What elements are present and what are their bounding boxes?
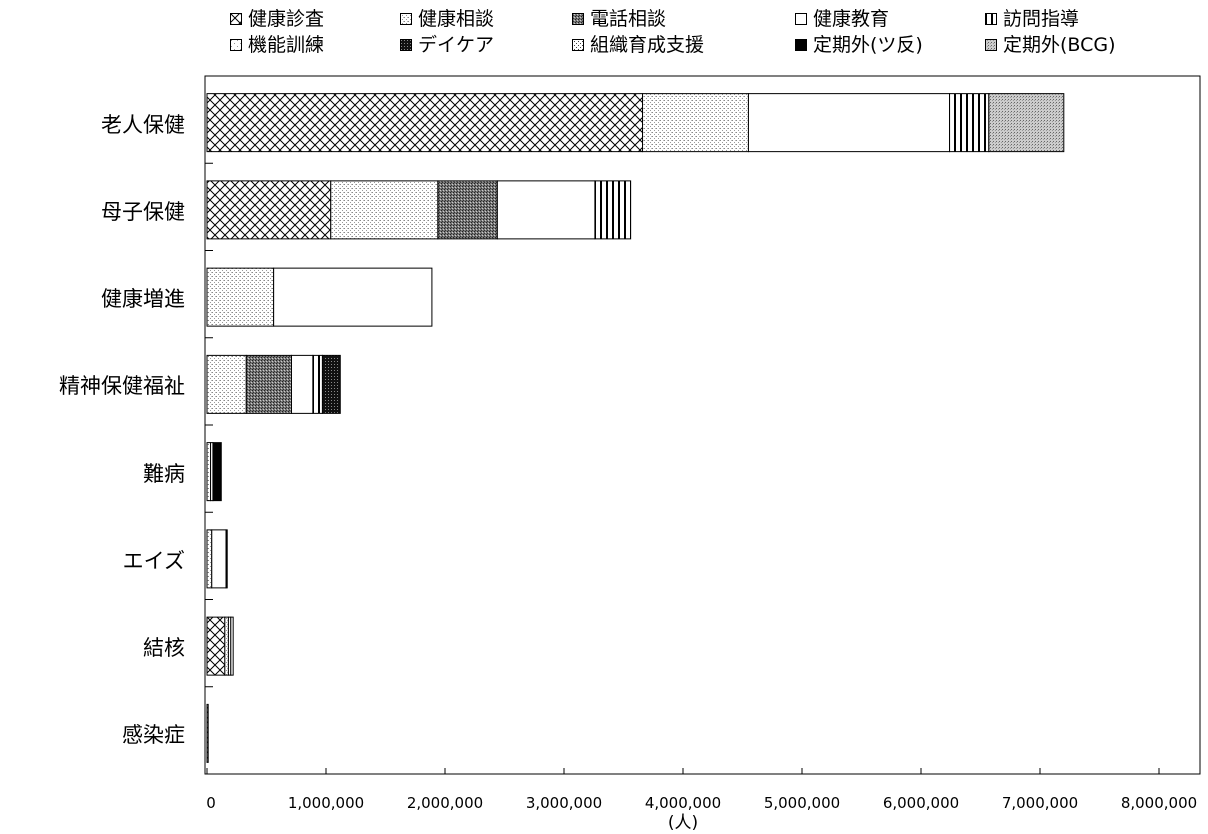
legend-item: 定期外(ツ反) <box>795 32 923 58</box>
legend-item: デイケア <box>400 32 494 58</box>
bar-segment <box>225 529 228 589</box>
x-tick-label: 8,000,000 <box>1120 794 1198 812</box>
legend-label: 健康教育 <box>813 8 890 30</box>
bar-segment <box>206 442 212 502</box>
bar-segment <box>496 180 596 240</box>
bar-segment <box>290 354 314 414</box>
category-label: 健康増進 <box>101 287 185 312</box>
x-tick-label: 5,000,000 <box>763 794 841 812</box>
legend-swatch <box>230 13 242 25</box>
bar-segment <box>224 616 229 676</box>
legend-swatch <box>572 39 584 51</box>
bar-segment <box>206 180 332 240</box>
bar-segment <box>321 354 341 414</box>
legend-swatch <box>400 39 412 51</box>
legend-label: 健康診査 <box>248 8 325 30</box>
x-axis-unit-label: (人) <box>667 813 699 833</box>
bar-segment <box>988 93 1065 153</box>
bar-segment <box>245 354 292 414</box>
x-tick-label: 3,000,000 <box>525 794 603 812</box>
bar-segment <box>437 180 498 240</box>
legend-label: 健康相談 <box>418 8 495 30</box>
legend-item: 定期外(BCG) <box>985 32 1116 58</box>
bar-segment <box>312 354 323 414</box>
legend-label: 組織育成支援 <box>590 34 705 56</box>
bar-segment <box>230 616 234 676</box>
x-tick-label: 2,000,000 <box>406 794 484 812</box>
category-label: 結核 <box>143 636 185 661</box>
category-label: エイズ <box>122 548 185 573</box>
legend-label: 機能訓練 <box>248 34 325 56</box>
legend-item: 訪問指導 <box>985 6 1079 32</box>
bar-segment <box>206 93 644 153</box>
legend-item: 電話相談 <box>572 6 666 32</box>
legend-item: 機能訓練 <box>230 32 324 58</box>
bar-segment <box>206 529 213 589</box>
bar-segment <box>206 703 209 763</box>
legend-item: 健康教育 <box>795 6 889 32</box>
legend-label: 定期外(ツ反) <box>813 34 923 56</box>
bar-segment <box>206 354 247 414</box>
legend: 健康診査 健康相談 電話相談 健康教育 訪問指導機能訓練 デイケア 組織育成支援 定期外(ツ反… <box>230 6 1205 62</box>
category-label: 精神保健福祉 <box>59 374 185 399</box>
bar-segment <box>747 93 951 153</box>
legend-swatch <box>795 39 807 51</box>
legend-label: 電話相談 <box>590 8 667 30</box>
legend-swatch <box>230 39 242 51</box>
legend-swatch <box>400 13 412 25</box>
bar-segment <box>212 442 222 502</box>
category-label: 難病 <box>143 461 185 486</box>
legend-swatch <box>795 13 807 25</box>
legend-swatch <box>572 13 584 25</box>
x-tick-label: 4,000,000 <box>644 794 722 812</box>
bar-segment <box>211 529 227 589</box>
legend-label: 定期外(BCG) <box>1003 34 1116 56</box>
bar-segment <box>642 93 749 153</box>
x-tick-label: 0 <box>206 794 216 812</box>
bar-segment <box>594 180 632 240</box>
bar-segment <box>273 267 433 327</box>
bar-segment <box>949 93 990 153</box>
x-tick-label: 7,000,000 <box>1001 794 1079 812</box>
category-label: 老人保健 <box>101 112 185 137</box>
x-tick-label: 1,000,000 <box>287 794 365 812</box>
category-label: 感染症 <box>122 723 185 748</box>
bar-segment <box>330 180 439 240</box>
x-tick-label: 6,000,000 <box>882 794 960 812</box>
category-label: 母子保健 <box>101 199 185 224</box>
legend-item: 健康診査 <box>230 6 324 32</box>
legend-label: デイケア <box>418 34 495 56</box>
legend-item: 健康相談 <box>400 6 494 32</box>
legend-item: 組織育成支援 <box>572 32 704 58</box>
legend-label: 訪問指導 <box>1003 8 1080 30</box>
bar-segment <box>206 616 226 676</box>
bar-segment <box>206 267 275 327</box>
legend-swatch <box>985 13 997 25</box>
legend-swatch <box>985 39 997 51</box>
